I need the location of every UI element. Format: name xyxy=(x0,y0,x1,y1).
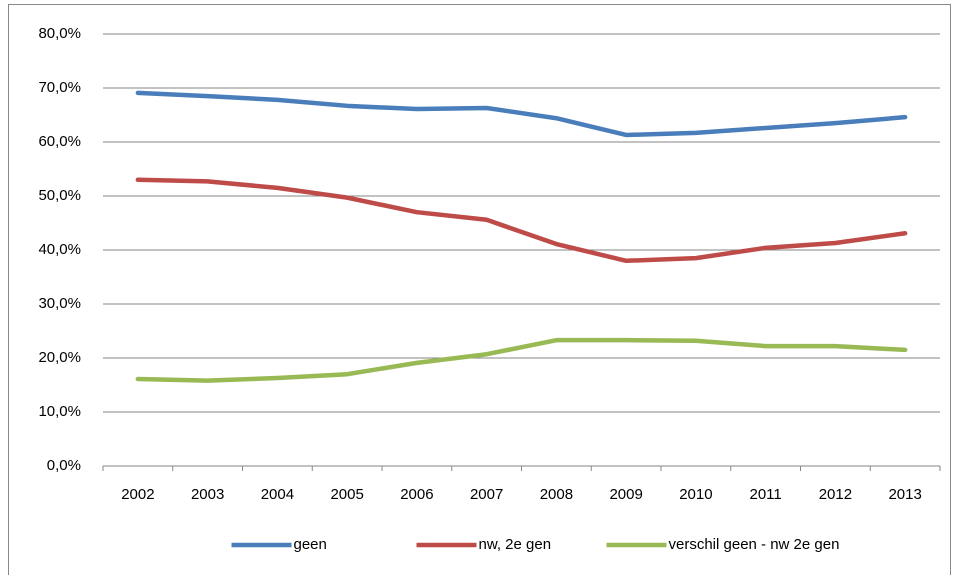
x-tick-label: 2011 xyxy=(749,486,781,503)
series-line xyxy=(135,177,908,264)
y-tick-label: 0,0% xyxy=(47,457,81,474)
x-tick-label: 2003 xyxy=(191,486,224,503)
y-tick-label: 30,0% xyxy=(38,295,81,312)
x-tick-label: 2009 xyxy=(609,486,642,503)
x-tick-label: 2006 xyxy=(400,486,433,503)
x-tick-label: 2004 xyxy=(261,486,294,503)
legend-label: nw, 2e gen xyxy=(479,536,552,553)
y-tick-label: 20,0% xyxy=(38,349,81,366)
y-tick-label: 60,0% xyxy=(38,133,81,150)
x-tick-label: 2005 xyxy=(330,486,363,503)
x-tick-label: 2008 xyxy=(540,486,573,503)
x-tick-label: 2010 xyxy=(679,486,712,503)
series-line xyxy=(135,337,908,383)
y-tick-label: 40,0% xyxy=(38,241,81,258)
y-tick-label: 10,0% xyxy=(38,403,81,420)
series-line xyxy=(135,90,908,138)
legend-label: geen xyxy=(294,536,327,553)
x-tick-label: 2012 xyxy=(819,486,852,503)
x-tick-label: 2007 xyxy=(470,486,503,503)
y-tick-label: 50,0% xyxy=(38,187,81,204)
legend-label: verschil geen - nw 2e gen xyxy=(669,536,840,553)
chart-border xyxy=(8,4,951,575)
x-tick-label: 2013 xyxy=(888,486,921,503)
y-tick-label: 80,0% xyxy=(38,25,81,42)
y-tick-label: 70,0% xyxy=(38,79,81,96)
x-tick-label: 2002 xyxy=(121,486,154,503)
